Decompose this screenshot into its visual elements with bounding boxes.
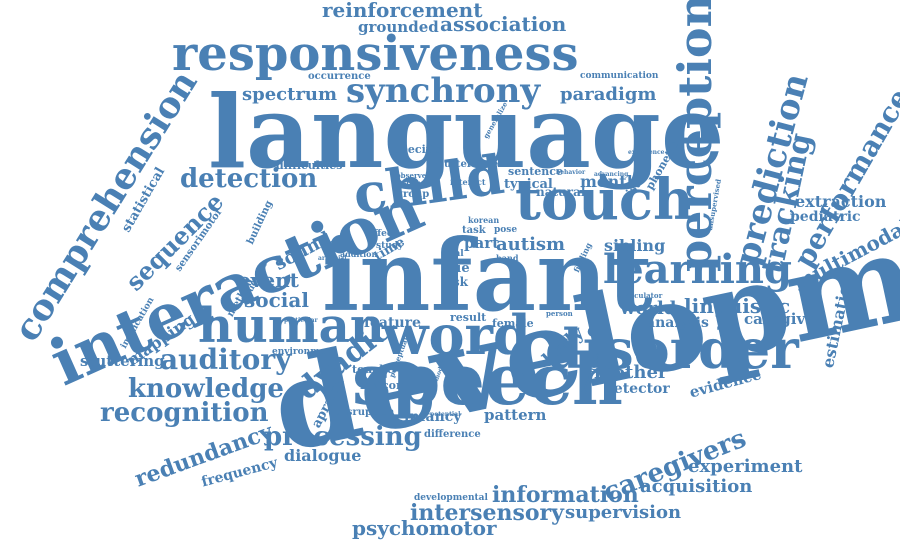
word-female: female — [492, 317, 534, 330]
word-recognition: recognition — [100, 398, 269, 428]
word-risk: risk — [442, 275, 468, 289]
word-communication: communication — [580, 71, 659, 81]
word-disruption: disruption — [336, 407, 395, 418]
word-processing: processing — [264, 422, 422, 452]
word-mother: mother — [594, 362, 668, 383]
word-feature: feature — [364, 315, 421, 331]
word-acquisition: acquisition — [640, 476, 753, 497]
word-speech: speech — [352, 338, 623, 421]
word-world: world — [620, 298, 677, 319]
word-supervision: supervision — [565, 502, 682, 523]
word-spectrum: spectrum — [242, 84, 338, 105]
word-infancy: infancy — [404, 409, 462, 425]
word-intersensory: intersensory — [410, 500, 564, 526]
word-knowledge: knowledge — [128, 374, 284, 404]
word-natural: natural — [536, 185, 586, 199]
word-touche: touche — [352, 363, 395, 376]
word-task: task — [462, 225, 486, 236]
word-stuttering: stuttering — [80, 352, 165, 370]
word-dialogue: dialogue — [284, 446, 362, 465]
word-difficulties: difficulties — [276, 159, 343, 172]
word-extraction: extraction — [795, 192, 887, 211]
word-experience: experience — [628, 149, 665, 156]
word-developmental: developmental — [414, 493, 488, 503]
word-caregiver: caregiver — [744, 310, 823, 328]
word-pediatric: pediatric — [790, 209, 861, 225]
word-pattern: pattern — [484, 406, 547, 424]
word-interact: interact — [450, 177, 486, 187]
word-pose: pose — [494, 225, 518, 235]
word-responsiveness: responsiveness — [172, 26, 579, 82]
word-cue: cue — [444, 261, 470, 276]
word-effect: effect — [368, 229, 397, 239]
word-event: event — [238, 268, 299, 292]
word-touch: touch — [515, 167, 694, 233]
word-association: association — [440, 12, 567, 36]
word-group: group — [396, 189, 430, 200]
word-environment: environment — [272, 347, 337, 357]
word-real: real — [444, 249, 464, 259]
word-word: word — [382, 303, 531, 367]
word-hand: hand — [496, 253, 519, 263]
word-addition: addition — [340, 249, 378, 259]
word-artificial: artificial — [318, 255, 347, 262]
word-restrictor: restrictor — [396, 181, 429, 188]
word-study: study — [376, 241, 404, 251]
word-information: information — [492, 482, 639, 508]
word-social: social — [244, 288, 309, 312]
word-lexicon: lexicon — [360, 379, 404, 392]
word-psychomotor: psychomotor — [352, 516, 497, 540]
word-utterance: utterance — [444, 159, 499, 170]
word-specific: specific — [394, 143, 441, 156]
word-infant: infant — [322, 219, 653, 334]
word-typical: typical — [504, 177, 553, 192]
word-analysis: analysis — [646, 315, 709, 331]
word-reinforcement: reinforcement — [322, 0, 483, 22]
word-language: language — [208, 73, 725, 191]
word-grounded: grounded — [358, 18, 439, 36]
word-potential: potential — [430, 411, 461, 418]
word-person: person — [546, 309, 573, 318]
word-sentence: sentence — [508, 165, 563, 178]
word-behavior: behavior — [556, 169, 586, 176]
word-occurrence: occurrence — [308, 71, 371, 82]
word-autism: autism — [496, 234, 566, 255]
word-result: result — [450, 311, 487, 324]
word-part: part — [464, 234, 500, 252]
word-human: human — [198, 298, 385, 354]
word-difference: difference — [424, 429, 481, 440]
word-perception: perception — [668, 0, 722, 272]
word-sibling: sibling — [604, 236, 666, 255]
word-synchrony: synchrony — [346, 71, 541, 111]
word-observed: observed — [396, 171, 432, 180]
word-advancing: advancing — [594, 171, 629, 178]
word-articulator: articulator — [620, 291, 663, 300]
word-month: month — [580, 172, 639, 191]
word-disorder: disorder — [545, 317, 799, 381]
word-korean: korean — [468, 215, 500, 225]
word-linguistic: linguistic — [684, 294, 791, 318]
word-learning: learning — [603, 246, 792, 293]
word-auditory: auditory — [160, 343, 292, 376]
word-detector: detector — [604, 381, 670, 397]
word-particular: particular — [284, 317, 318, 324]
word-paradigm: paradigm — [560, 84, 657, 105]
word-detection: detection — [180, 164, 318, 194]
word-experiment: experiment — [688, 456, 803, 477]
